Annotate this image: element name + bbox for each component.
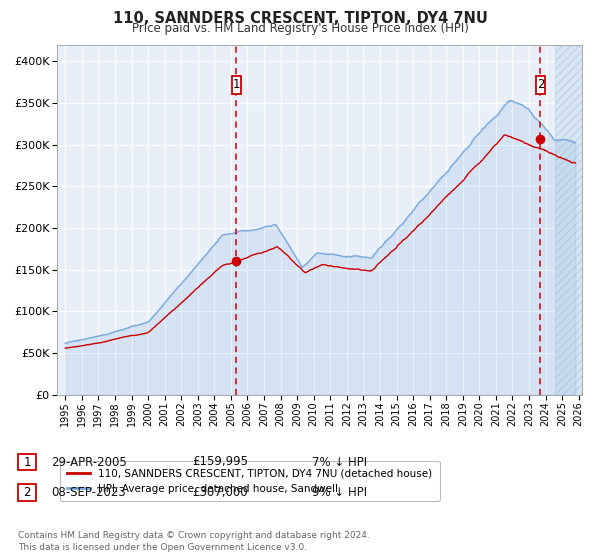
FancyBboxPatch shape: [232, 76, 241, 94]
Text: 2: 2: [536, 78, 544, 91]
Text: 110, SANNDERS CRESCENT, TIPTON, DY4 7NU: 110, SANNDERS CRESCENT, TIPTON, DY4 7NU: [113, 11, 487, 26]
Legend: 110, SANNDERS CRESCENT, TIPTON, DY4 7NU (detached house), HPI: Average price, de: 110, SANNDERS CRESCENT, TIPTON, DY4 7NU …: [59, 461, 440, 501]
Text: Contains HM Land Registry data © Crown copyright and database right 2024.
This d: Contains HM Land Registry data © Crown c…: [18, 531, 370, 552]
Text: Price paid vs. HM Land Registry's House Price Index (HPI): Price paid vs. HM Land Registry's House …: [131, 22, 469, 35]
Bar: [555, 45, 582, 395]
Text: 1: 1: [23, 455, 31, 469]
Text: 2: 2: [23, 486, 31, 500]
FancyBboxPatch shape: [536, 76, 545, 94]
Text: £159,995: £159,995: [192, 455, 248, 469]
Text: 1: 1: [232, 78, 240, 91]
Text: 9% ↓ HPI: 9% ↓ HPI: [312, 486, 367, 500]
Text: 29-APR-2005: 29-APR-2005: [51, 455, 127, 469]
Text: 08-SEP-2023: 08-SEP-2023: [51, 486, 126, 500]
Text: 7% ↓ HPI: 7% ↓ HPI: [312, 455, 367, 469]
Text: £307,000: £307,000: [192, 486, 248, 500]
